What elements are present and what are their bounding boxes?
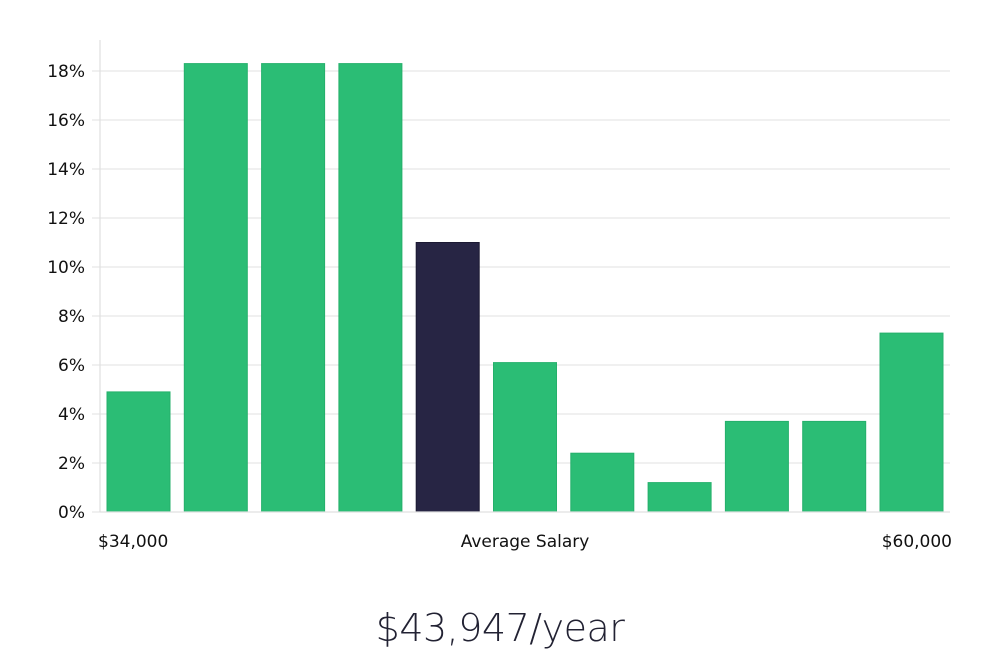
y-tick-label: 8% [58, 307, 85, 327]
y-tick-label: 14% [47, 160, 85, 180]
bar [647, 482, 712, 513]
y-tick-label: 0% [58, 503, 85, 523]
bar [261, 63, 326, 513]
x-label-max: $60,000 [882, 532, 952, 552]
y-tick-labels: 0% 2% 4% 6% 8% 10% 12% 14% 16% 18% [47, 62, 100, 523]
bar [802, 420, 867, 513]
bar [183, 63, 248, 513]
y-tick-label: 10% [47, 258, 85, 278]
salary-distribution-chart: 0% 2% 4% 6% 8% 10% 12% 14% 16% 18% $34,000 Averag… [47, 40, 952, 552]
axis-layer [99, 40, 950, 513]
chart-svg: 0% 2% 4% 6% 8% 10% 12% 14% 16% 18% $34,000 Averag… [47, 40, 952, 552]
y-tick-label: 6% [58, 356, 85, 376]
y-tick-label: 4% [58, 405, 85, 425]
x-label-min: $34,000 [98, 532, 168, 552]
bar [879, 332, 944, 513]
y-tick-label: 12% [47, 209, 85, 229]
y-tick-label: 18% [47, 62, 85, 82]
y-tick-label: 16% [47, 111, 85, 131]
average-salary-value: $43,947/year [375, 606, 625, 650]
bars-layer [106, 63, 944, 513]
bar-average-salary [415, 242, 480, 513]
bar [724, 420, 789, 513]
bar [493, 362, 557, 513]
bar [570, 452, 635, 513]
bar [106, 391, 171, 513]
x-label-average: Average Salary [461, 532, 590, 552]
bar [338, 63, 403, 513]
x-labels: $34,000 Average Salary $60,000 [98, 532, 952, 552]
y-tick-label: 2% [58, 454, 85, 474]
